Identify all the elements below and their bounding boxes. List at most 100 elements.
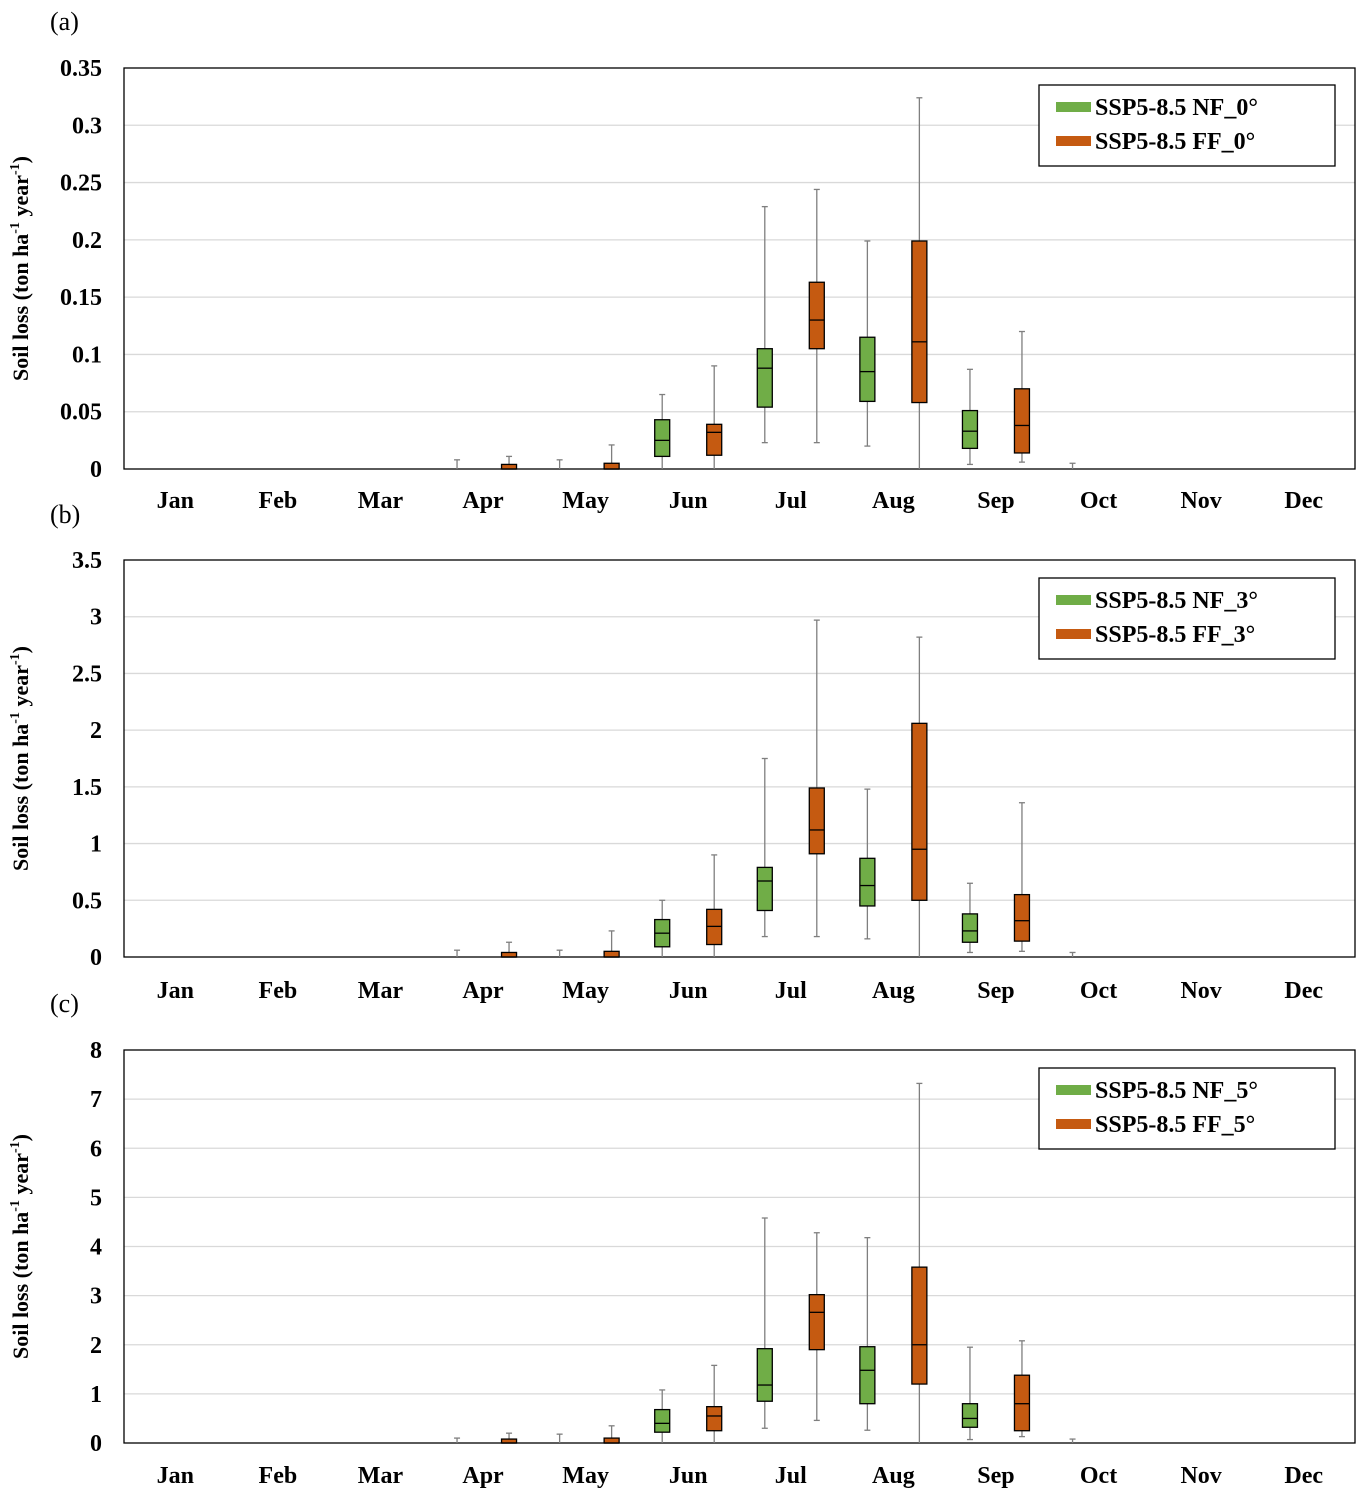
x-tick-label: Jan bbox=[157, 978, 194, 1004]
legend-label: SSP5-8.5 FF_3° bbox=[1095, 622, 1255, 648]
y-tick-label: 0.35 bbox=[60, 56, 102, 82]
box-rect bbox=[1013, 388, 1031, 454]
box-ff-apr bbox=[500, 455, 518, 470]
y-axis-title-mid: year bbox=[8, 665, 33, 712]
box-nf-jul bbox=[756, 1217, 773, 1429]
box-nf-jun bbox=[654, 1389, 671, 1443]
box-ff-apr bbox=[500, 1432, 518, 1444]
y-tick-label: 3.5 bbox=[72, 548, 102, 574]
y-axis-title-sup2: -1 bbox=[8, 1141, 23, 1153]
box-ff-jun bbox=[706, 1364, 723, 1443]
box-rect bbox=[654, 1408, 671, 1433]
x-tick-label: Dec bbox=[1284, 488, 1323, 514]
box-ff-jul bbox=[808, 1232, 825, 1422]
box-rect bbox=[911, 240, 928, 404]
legend-frame bbox=[1038, 1067, 1336, 1150]
box-nf-aug bbox=[859, 788, 876, 940]
y-tick-label: 1.5 bbox=[72, 775, 102, 801]
x-tick-label: Oct bbox=[1080, 978, 1117, 1004]
y-axis-title-sup2: -1 bbox=[8, 653, 23, 665]
box-ff-jul bbox=[808, 619, 825, 938]
y-tick-label: 8 bbox=[90, 1038, 102, 1064]
x-tick-label: Feb bbox=[259, 488, 298, 514]
x-tick-label: Aug bbox=[872, 488, 915, 514]
x-tick-label: Jun bbox=[669, 1463, 708, 1489]
chart-panel-b: (b) 0 0.5 1 1.5 2 2.5 3 3.5 Jan Feb Mar Apr May Jun Jul… bbox=[8, 500, 1356, 1004]
box-rect bbox=[808, 787, 825, 855]
y-axis-title-end: ) bbox=[8, 156, 33, 163]
box-ff-jun bbox=[706, 854, 723, 957]
box-nf-may bbox=[556, 1433, 563, 1443]
x-tick-label: Nov bbox=[1180, 488, 1221, 514]
box-rect bbox=[961, 409, 979, 450]
y-axis-title-end: ) bbox=[8, 646, 33, 653]
box-ff-jul bbox=[808, 188, 825, 444]
x-tick-label: Mar bbox=[358, 978, 404, 1004]
panel-label: (a) bbox=[50, 7, 79, 36]
box-nf-may bbox=[556, 949, 563, 957]
y-axis-title: Soil loss (ton ha-1 year-1) bbox=[8, 646, 33, 871]
box-nf-jul bbox=[756, 205, 773, 444]
x-tick-label: Feb bbox=[259, 1463, 298, 1489]
box-rect bbox=[1013, 893, 1031, 942]
y-tick-label: 2 bbox=[90, 718, 102, 744]
legend-swatch bbox=[1056, 1119, 1091, 1129]
y-axis-title-sup2: -1 bbox=[8, 163, 23, 175]
x-tick-label: Jan bbox=[157, 1463, 194, 1489]
y-tick-label: 1 bbox=[90, 1382, 102, 1408]
plot-frame bbox=[123, 67, 1356, 470]
y-tick-label: 3 bbox=[90, 605, 102, 631]
box-rect bbox=[859, 336, 876, 403]
box-nf-sep bbox=[961, 882, 979, 954]
box-nf-jun bbox=[654, 899, 671, 957]
box-nf-sep bbox=[961, 368, 979, 466]
y-axis-title-base: Soil loss (ton ha bbox=[8, 1212, 33, 1359]
y-tick-label: 0.2 bbox=[72, 228, 102, 254]
y-tick-label: 0.15 bbox=[60, 285, 102, 311]
y-tick-label: 0 bbox=[90, 457, 102, 483]
x-tick-label: Nov bbox=[1180, 1463, 1221, 1489]
y-tick-label: 0.5 bbox=[72, 888, 102, 914]
legend: SSP5-8.5 NF_3° SSP5-8.5 FF_3° bbox=[1038, 577, 1336, 660]
x-tick-label: Nov bbox=[1180, 978, 1221, 1004]
box-nf-aug bbox=[859, 1237, 876, 1431]
y-axis-title-base: Soil loss (ton ha bbox=[8, 234, 33, 381]
y-tick-label: 6 bbox=[90, 1136, 102, 1162]
legend: SSP5-8.5 NF_5° SSP5-8.5 FF_5° bbox=[1038, 1067, 1336, 1150]
panel-label: (b) bbox=[50, 500, 80, 529]
y-axis-title-mid: year bbox=[8, 175, 33, 222]
x-tick-label: Jun bbox=[669, 978, 708, 1004]
y-tick-label: 0 bbox=[90, 945, 102, 971]
legend-label: SSP5-8.5 FF_5° bbox=[1095, 1112, 1255, 1138]
y-axis-title-base: Soil loss (ton ha bbox=[8, 724, 33, 871]
y-axis-title-end: ) bbox=[8, 1134, 33, 1141]
box-ff-may bbox=[603, 930, 620, 958]
plot-frame bbox=[123, 559, 1356, 958]
y-tick-label: 2 bbox=[90, 1333, 102, 1359]
y-tick-label: 0.3 bbox=[72, 113, 102, 139]
x-tick-label: Apr bbox=[462, 488, 504, 514]
x-tick-label: Oct bbox=[1080, 1463, 1117, 1489]
box-rect bbox=[859, 857, 876, 907]
x-tick-label: Dec bbox=[1284, 978, 1323, 1004]
box-ff-aug bbox=[911, 1082, 928, 1443]
box-rect bbox=[500, 463, 518, 470]
legend-frame bbox=[1038, 577, 1336, 660]
box-rect bbox=[706, 423, 723, 456]
box-rect bbox=[808, 281, 825, 350]
box-rect bbox=[706, 1405, 723, 1432]
box-ff-may bbox=[603, 1425, 620, 1444]
box-rect bbox=[911, 722, 928, 901]
legend-frame bbox=[1038, 84, 1336, 167]
box-nf-apr bbox=[454, 459, 461, 469]
x-tick-label: Sep bbox=[977, 1463, 1014, 1489]
box-nf-sep bbox=[961, 1346, 979, 1441]
box-rect bbox=[603, 1437, 620, 1444]
y-axis-title: Soil loss (ton ha-1 year-1) bbox=[8, 1134, 33, 1359]
x-tick-label: Feb bbox=[259, 978, 298, 1004]
box-rect bbox=[603, 462, 620, 470]
x-tick-label: Sep bbox=[977, 978, 1014, 1004]
box-nf-oct bbox=[1069, 951, 1076, 957]
x-tick-label: May bbox=[562, 1463, 609, 1489]
